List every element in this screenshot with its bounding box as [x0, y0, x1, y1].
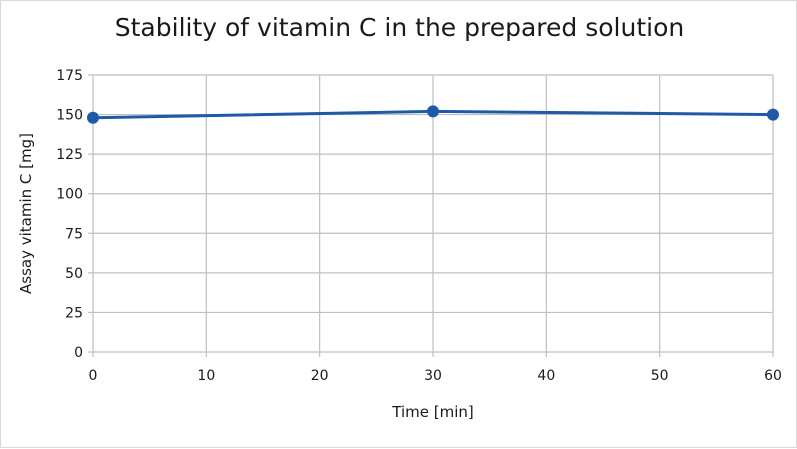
grid	[88, 74, 774, 357]
x-axis-ticks: 0 10 20 30 40 50 60	[89, 368, 782, 384]
x-tick-label: 60	[764, 368, 782, 384]
y-tick-label: 25	[65, 305, 83, 321]
data-point	[87, 111, 99, 124]
x-tick-label: 0	[89, 368, 98, 384]
y-axis-title: Assay vitamin C [mg]	[17, 133, 35, 294]
y-tick-label: 75	[65, 226, 83, 242]
y-tick-label: 0	[74, 345, 83, 361]
data-point	[427, 105, 439, 118]
x-axis-title: Time [min]	[391, 403, 473, 421]
y-tick-label: 50	[65, 266, 83, 282]
series	[87, 105, 779, 124]
x-tick-label: 20	[311, 368, 329, 384]
y-tick-label: 150	[56, 108, 83, 124]
y-tick-label: 175	[56, 68, 83, 84]
x-tick-label: 30	[424, 368, 442, 384]
data-point	[767, 108, 779, 121]
y-axis-ticks: 0 25 50 75 100 125 150 175	[56, 68, 83, 361]
x-tick-label: 50	[651, 368, 669, 384]
x-tick-label: 10	[197, 368, 215, 384]
x-tick-label: 40	[537, 368, 555, 384]
y-tick-label: 100	[56, 187, 83, 203]
chart-title: Stability of vitamin C in the prepared s…	[114, 13, 685, 42]
y-tick-label: 125	[56, 147, 83, 163]
